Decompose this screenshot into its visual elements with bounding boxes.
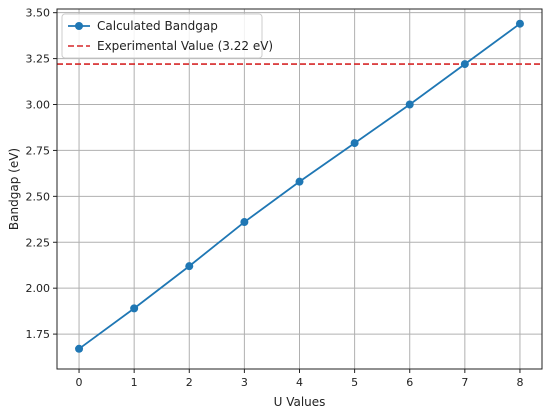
x-axis-label: U Values: [274, 395, 326, 409]
y-tick-label: 3.25: [26, 53, 51, 66]
y-tick-label: 2.75: [26, 144, 51, 157]
series-group: [75, 19, 524, 353]
y-tick-label: 2.00: [26, 282, 51, 295]
legend-reference-label: Experimental Value (3.22 eV): [97, 39, 273, 53]
x-axis-ticks: 0 1 2 3 4 5 6 7 8: [76, 369, 523, 389]
data-point: [515, 19, 524, 28]
data-point: [350, 139, 359, 148]
y-tick-label: 3.50: [26, 7, 51, 20]
legend-box: [61, 13, 263, 59]
x-tick-label: 3: [241, 376, 248, 389]
x-tick-label: 5: [351, 376, 358, 389]
x-tick-label: 1: [131, 376, 138, 389]
x-tick-label: 7: [461, 376, 468, 389]
legend-series-label: Calculated Bandgap: [97, 19, 218, 33]
x-tick-label: 2: [186, 376, 193, 389]
data-point: [240, 218, 249, 227]
y-tick-label: 2.25: [26, 236, 51, 249]
legend: Calculated Bandgap Experimental Value (3…: [61, 13, 273, 59]
legend-series-swatch-marker: [75, 22, 83, 30]
grid: [57, 9, 542, 369]
data-point: [185, 262, 194, 271]
y-tick-label: 2.50: [26, 190, 51, 203]
y-axis-ticks: 1.75 2.00 2.25 2.50 2.75 3.00 3.25 3.50: [26, 7, 57, 341]
y-axis-label: Bandgap (eV): [7, 148, 21, 230]
data-point: [295, 177, 304, 186]
y-tick-label: 3.00: [26, 99, 51, 112]
data-point: [130, 304, 139, 313]
data-point: [460, 60, 469, 69]
y-tick-label: 1.75: [26, 328, 51, 341]
data-point: [405, 100, 414, 109]
x-tick-label: 6: [406, 376, 413, 389]
data-point: [75, 344, 84, 353]
x-tick-label: 8: [516, 376, 523, 389]
x-tick-label: 0: [76, 376, 83, 389]
x-tick-label: 4: [296, 376, 303, 389]
